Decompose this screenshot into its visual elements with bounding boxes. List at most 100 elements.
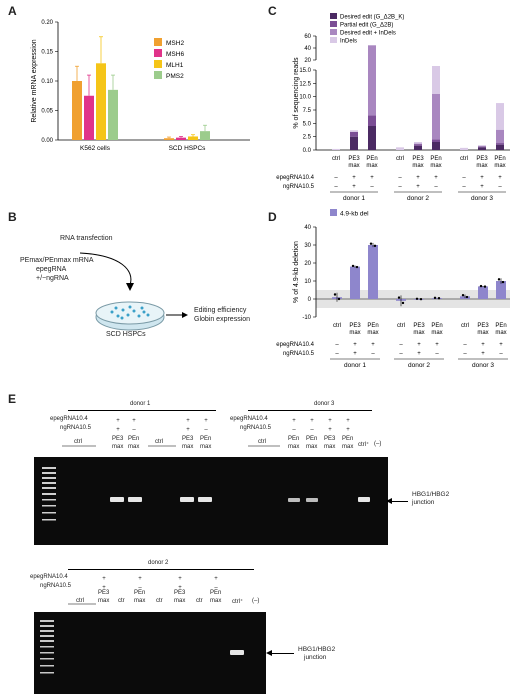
gel2-donor2-rule xyxy=(68,569,254,570)
chart-d-deletion: -10 0 10 20 30 40 % of 4.9-kb deletion 4.9-kb d… xyxy=(276,209,510,369)
c-x-tick-label: PE3 xyxy=(412,156,424,162)
d-point xyxy=(351,264,355,268)
c-y-tick-label: 20 xyxy=(304,58,311,64)
mix-label-1: PEmax/PEnmax mRNA xyxy=(20,257,94,264)
d-row1-sign: + xyxy=(481,342,485,348)
d-legend-label: 4.9-kb del xyxy=(340,211,369,218)
d-x-tick-label: PE3 xyxy=(413,323,425,329)
d-y-axis-label: % of 4.9-kb deletion xyxy=(293,241,300,303)
a-y-tick-label: 0.15 xyxy=(41,50,53,56)
d-x-tick-label: max xyxy=(495,330,506,336)
c-x-tick-label: max xyxy=(494,163,505,169)
svg-text:+: + xyxy=(292,418,296,424)
c-legend-swatch xyxy=(330,29,337,35)
gel1-pe3-a: PE3 xyxy=(112,436,124,442)
gel1-arrowhead-icon xyxy=(386,498,392,504)
svg-text:+: + xyxy=(102,585,106,591)
a-y-tick-label: 0.00 xyxy=(41,138,53,144)
svg-text:+: + xyxy=(310,418,314,424)
d-bar xyxy=(414,299,424,300)
c-group-label: donor 1 xyxy=(343,195,365,202)
c-legend-label: Desired edit (G_Δ2B_K) xyxy=(340,15,404,21)
c-legend-label: Desired edit + InDels xyxy=(340,31,396,37)
rna-transfection-label: RNA transfection xyxy=(60,235,113,242)
c-bar-segment xyxy=(368,115,376,126)
gel1-pen-b: PEn xyxy=(200,436,212,442)
c-bar-segment xyxy=(432,94,440,140)
c-bar-segment xyxy=(332,148,340,150)
gel1-bands xyxy=(42,467,370,521)
c-legend-swatch xyxy=(330,13,337,19)
c-row2-sign: – xyxy=(434,184,438,190)
d-row1-sign: + xyxy=(417,342,421,348)
panel-label-c: C xyxy=(268,4,277,18)
gel1-max-e: max xyxy=(288,444,300,450)
d-point xyxy=(483,285,487,288)
gel2-epeg-label: epegRNA10.4 xyxy=(30,574,68,580)
a-bar xyxy=(84,95,94,140)
c-x-tick-label: PEn xyxy=(430,156,441,162)
svg-text:+: + xyxy=(186,418,190,424)
d-x-tick-label: max xyxy=(431,330,442,336)
d-bar xyxy=(496,281,506,299)
gel2-ctr-b: ctr xyxy=(156,598,163,604)
c-bar-segment xyxy=(414,142,422,144)
gel2-ctrlplus: ctrl⁺ xyxy=(232,599,244,605)
d-bar xyxy=(368,245,378,299)
d-y-tick-label: 40 xyxy=(304,225,311,231)
d-point xyxy=(479,284,483,288)
c-row1-sign: + xyxy=(498,175,502,181)
a-legend-label: MSH6 xyxy=(166,51,184,58)
c-group-label: donor 2 xyxy=(407,195,429,202)
d-point xyxy=(355,265,359,269)
d-y-tick-label: -10 xyxy=(302,315,311,321)
a-y-axis-label: Relative mRNA expression xyxy=(31,39,38,122)
a-legend-swatch xyxy=(154,71,162,79)
c-row1-sign: – xyxy=(334,175,338,181)
a-bar xyxy=(96,63,106,140)
gel2-arrowhead-icon xyxy=(266,650,272,656)
c-y-tick-label: 60 xyxy=(304,34,311,40)
gel1-max-d: max xyxy=(200,444,212,450)
c-bar-segment xyxy=(350,136,358,150)
d-x-tick-label: PEn xyxy=(495,323,506,329)
c-row2-sign: + xyxy=(416,184,420,190)
a-legend-swatch xyxy=(154,38,162,46)
d-group-label: donor 3 xyxy=(472,362,494,369)
mix-label-2: epegRNA xyxy=(36,266,67,273)
a-bar xyxy=(164,138,174,140)
c-x-tick-label: max xyxy=(430,163,441,169)
a-bar xyxy=(108,89,118,140)
panel-label-d: D xyxy=(268,210,277,224)
d-point xyxy=(401,301,405,305)
c-x-tick-label: max xyxy=(366,163,377,169)
svg-text:+: + xyxy=(204,418,208,424)
d-row2-label: ngRNA10.5 xyxy=(283,351,315,357)
svg-text:+: + xyxy=(138,576,142,582)
d-x-tick-label: max xyxy=(367,330,378,336)
gel2-pe3-a: PE3 xyxy=(98,590,110,596)
c-bar-segment xyxy=(478,146,486,148)
svg-text:+: + xyxy=(214,576,218,582)
d-row1-sign: + xyxy=(353,342,357,348)
svg-text:+: + xyxy=(328,418,332,424)
d-row2-sign: + xyxy=(353,351,357,357)
svg-text:+: + xyxy=(132,418,136,424)
d-row1-sign: – xyxy=(335,342,339,348)
gel2-max-d: max xyxy=(210,598,222,604)
gel2-pen-a: PEn xyxy=(134,590,146,596)
panel-label-b: B xyxy=(8,210,17,224)
a-x-tick-label: SCD HSPCs xyxy=(169,145,207,152)
gel1-max-f: max xyxy=(306,444,318,450)
c-row1-sign: – xyxy=(398,175,402,181)
d-point xyxy=(373,244,377,248)
a-bar xyxy=(200,131,210,140)
svg-text:+: + xyxy=(116,427,120,433)
c-row1-sign: + xyxy=(416,175,420,181)
c-y-axis-label: % of sequencing reads xyxy=(293,57,300,129)
gel1-donor1-rule xyxy=(68,410,216,411)
output-label-1: Editing efficiency xyxy=(194,307,247,314)
c-bar-segment xyxy=(350,131,358,137)
gel2-donor2-label: donor 2 xyxy=(148,560,169,566)
gel1-band-label-1: HBG1/HBG2 xyxy=(412,491,450,498)
